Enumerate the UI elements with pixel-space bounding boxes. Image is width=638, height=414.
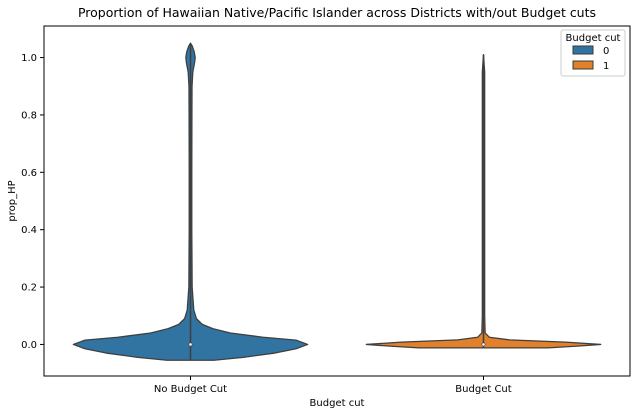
chart-title: Proportion of Hawaiian Native/Pacific Is… <box>78 5 596 20</box>
y-axis: 0.0 0.2 0.4 0.6 0.8 1.0 <box>21 53 44 351</box>
legend-swatch-0 <box>572 45 594 55</box>
legend-label-0: 0 <box>603 46 609 57</box>
y-tick-label: 0.0 <box>21 340 37 351</box>
median-point-0 <box>188 342 193 347</box>
plot-area <box>43 25 631 377</box>
legend-swatch-1 <box>572 60 594 70</box>
x-axis-label: Budget cut <box>310 398 365 409</box>
y-tick-label: 0.8 <box>21 110 37 121</box>
y-tick-label: 1.0 <box>21 53 37 64</box>
median-point-1 <box>481 342 486 347</box>
legend-title: Budget cut <box>566 33 621 44</box>
y-tick-label: 0.4 <box>21 225 37 236</box>
x-tick-label: No Budget Cut <box>154 384 227 395</box>
y-tick-label: 0.2 <box>21 283 37 294</box>
legend: Budget cut 0 1 <box>560 29 626 77</box>
x-tick-label: Budget Cut <box>455 384 511 395</box>
legend-label-1: 1 <box>603 61 609 72</box>
y-tick-label: 0.6 <box>21 168 37 179</box>
y-axis-label: prop_HP <box>7 180 18 221</box>
violins <box>72 42 602 361</box>
x-axis: No Budget Cut Budget Cut <box>154 376 512 395</box>
